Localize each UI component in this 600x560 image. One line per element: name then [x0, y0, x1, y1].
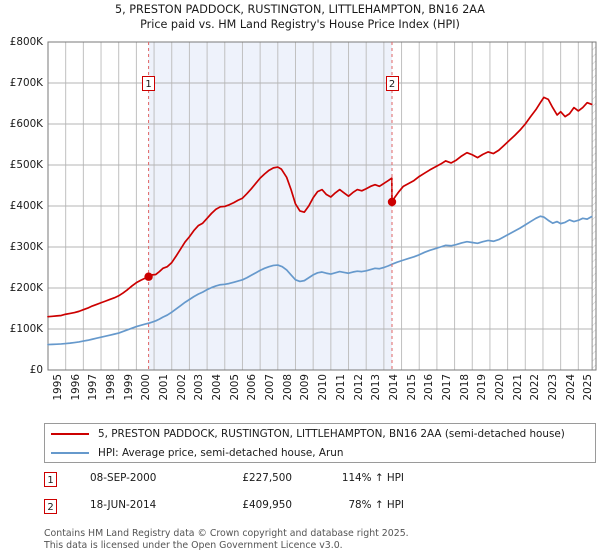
- legend-swatch-hpi: [51, 451, 89, 454]
- x-axis-tick-label: 2008: [281, 374, 294, 401]
- txn-marker-2: 2: [44, 499, 57, 514]
- x-axis-tick-label: 2009: [299, 374, 312, 401]
- x-axis-tick-label: 2021: [511, 374, 524, 401]
- x-axis-tick-label: 1997: [87, 374, 100, 401]
- txn-price-1: £227,500: [242, 472, 292, 484]
- x-axis-tick-label: 1995: [52, 374, 64, 401]
- x-axis-tick-label: 2017: [440, 374, 453, 401]
- x-axis-tick-label: 1996: [69, 374, 82, 401]
- title-subtitle: Price paid vs. HM Land Registry's House …: [140, 18, 460, 31]
- x-axis-tick-label: 2000: [140, 374, 153, 401]
- x-axis-tick-label: 2025: [582, 374, 595, 401]
- legend-label-property: 5, PRESTON PADDOCK, RUSTINGTON, LITTLEHA…: [98, 427, 565, 440]
- title-address: 5, PRESTON PADDOCK, RUSTINGTON, LITTLEHA…: [115, 3, 485, 16]
- table-row: 2 18-JUN-2014 £409,950 78% ↑ HPI: [44, 497, 464, 524]
- y-axis-tick-label: £800K: [9, 36, 43, 48]
- x-axis-tick-label: 2005: [228, 374, 241, 401]
- y-axis-tick-label: £700K: [9, 77, 43, 89]
- x-axis-tick-label: 2015: [405, 374, 418, 401]
- txn-hpi-2: 78% ↑ HPI: [348, 499, 404, 511]
- y-axis-tick-label: £100K: [9, 323, 43, 335]
- x-axis-tick-label: 2002: [175, 374, 188, 401]
- txn-date-1: 08-SEP-2000: [90, 472, 157, 484]
- x-axis-tick-label: 2014: [387, 374, 400, 401]
- x-axis-tick-label: 2018: [458, 374, 471, 401]
- x-axis-tick-label: 2013: [370, 374, 383, 401]
- x-axis-tick-label: 2003: [193, 374, 206, 401]
- footer-attribution: Contains HM Land Registry data © Crown c…: [44, 528, 584, 551]
- x-axis-tick-label: 2007: [264, 374, 277, 401]
- table-row: 1 08-SEP-2000 £227,500 114% ↑ HPI: [44, 470, 464, 497]
- txn-date-2: 18-JUN-2014: [90, 499, 157, 511]
- y-axis-tick-label: £500K: [9, 159, 43, 171]
- legend-swatch-property: [51, 432, 89, 435]
- x-axis-tick-label: 1999: [122, 374, 135, 401]
- x-axis-tick-label: 2020: [493, 374, 506, 401]
- x-axis-tick-label: 1998: [105, 374, 118, 401]
- x-axis-tick-label: 2023: [546, 374, 559, 401]
- x-axis-tick-label: 2006: [246, 374, 259, 401]
- legend-item-hpi: HPI: Average price, semi-detached house,…: [45, 443, 595, 462]
- footer-line-2: This data is licensed under the Open Gov…: [44, 539, 343, 551]
- txn-marker-1: 1: [44, 472, 57, 487]
- chart-canvas: [47, 41, 597, 371]
- price-chart: £0 £100K £200K £300K £400K £500K £600K £700K £80…: [0, 34, 600, 400]
- txn-hpi-1: 114% ↑ HPI: [341, 472, 404, 484]
- y-axis-tick-label: £300K: [9, 241, 43, 253]
- chart-marker-1: 1: [142, 76, 156, 91]
- x-axis-tick-label: 2004: [211, 374, 224, 401]
- x-axis-tick-label: 2012: [352, 374, 365, 401]
- y-axis-tick-label: £400K: [9, 200, 43, 212]
- footer-line-1: Contains HM Land Registry data © Crown c…: [44, 528, 409, 539]
- x-axis-tick-label: 2019: [476, 374, 489, 401]
- y-axis-tick-label: £200K: [9, 282, 43, 294]
- page-title: 5, PRESTON PADDOCK, RUSTINGTON, LITTLEHA…: [0, 2, 600, 32]
- legend-item-property: 5, PRESTON PADDOCK, RUSTINGTON, LITTLEHA…: [45, 424, 595, 443]
- x-axis-tick-label: 2001: [158, 374, 171, 401]
- chart-marker-2: 2: [385, 76, 399, 91]
- transactions-table: 1 08-SEP-2000 £227,500 114% ↑ HPI 2 18-J…: [44, 470, 464, 524]
- x-axis-tick-label: 2010: [317, 374, 330, 401]
- chart-legend: 5, PRESTON PADDOCK, RUSTINGTON, LITTLEHA…: [44, 423, 596, 463]
- legend-label-hpi: HPI: Average price, semi-detached house,…: [98, 446, 344, 459]
- txn-price-2: £409,950: [242, 499, 292, 511]
- x-axis-tick-label: 2011: [334, 374, 347, 401]
- x-axis-tick-label: 2016: [423, 374, 436, 401]
- y-axis-tick-label: £0: [29, 364, 43, 376]
- x-axis-tick-label: 2024: [564, 374, 577, 401]
- y-axis-tick-label: £600K: [9, 118, 43, 130]
- x-axis-tick-label: 2022: [529, 374, 542, 401]
